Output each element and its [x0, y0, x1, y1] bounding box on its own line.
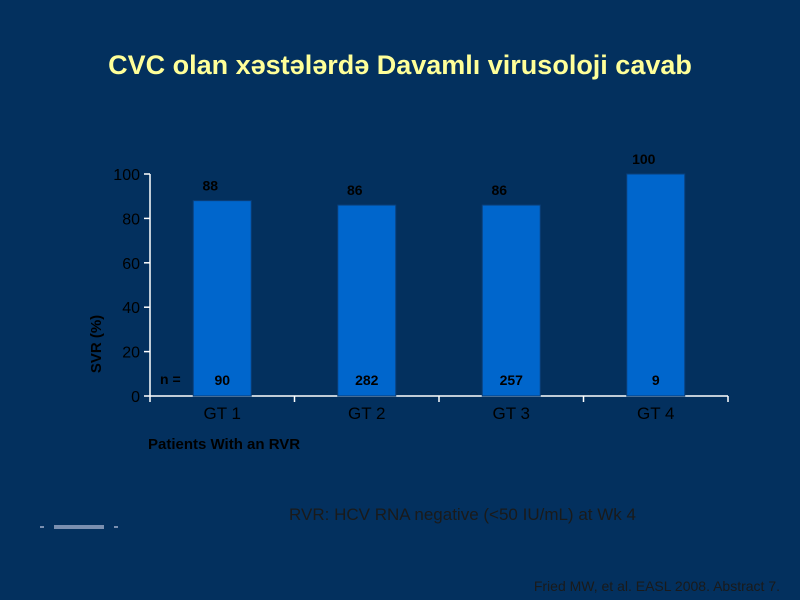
- category-label: GT 1: [204, 404, 241, 423]
- citation: Fried MW, et al. EASL 2008. Abstract 7.: [533, 578, 780, 594]
- y-tick-label: 0: [131, 389, 140, 406]
- y-tick-label: 60: [122, 256, 140, 273]
- category-label: GT 3: [493, 404, 530, 423]
- n-value-label: 257: [500, 372, 524, 388]
- n-value-label: 9: [652, 372, 660, 388]
- bar-value-label: 86: [491, 182, 507, 198]
- logo-mark: [40, 525, 118, 529]
- bar-value-label: 100: [632, 151, 656, 167]
- rvr-footnote: RVR: HCV RNA negative (<50 IU/mL) at Wk …: [289, 505, 636, 524]
- category-label: GT 2: [348, 404, 385, 423]
- n-label: n =: [160, 371, 181, 387]
- y-tick-label: 20: [122, 345, 140, 362]
- bar: [481, 204, 541, 397]
- n-value-label: 90: [214, 372, 230, 388]
- y-tick-label: 40: [122, 300, 140, 317]
- y-axis-title: SVR (%): [88, 315, 105, 373]
- y-tick-label: 100: [113, 167, 140, 184]
- bar: [337, 204, 397, 397]
- bar: [626, 173, 686, 397]
- bar: [192, 200, 252, 397]
- y-tick-label: 80: [122, 211, 140, 228]
- category-label: GT 4: [637, 404, 674, 423]
- bar-value-label: 86: [347, 182, 363, 198]
- x-axis-title: Patients With an RVR: [148, 436, 300, 453]
- n-value-label: 282: [355, 372, 379, 388]
- bar-value-label: 88: [202, 178, 218, 194]
- slide-title: CVC olan xəstələrdə Davamlı virusoloji c…: [108, 50, 692, 80]
